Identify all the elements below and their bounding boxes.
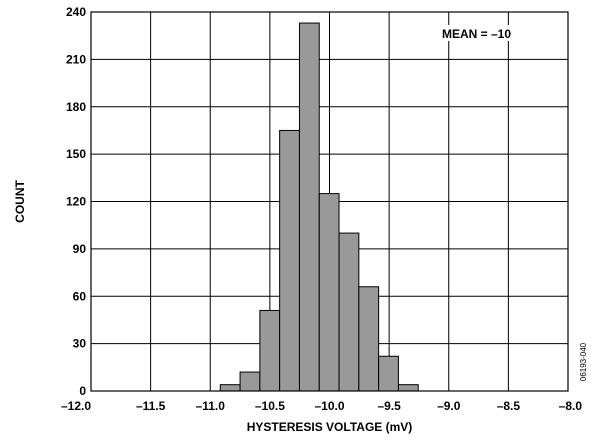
histogram-bar-6 — [338, 232, 360, 392]
x-tick-label: –9.5 — [377, 399, 401, 413]
x-tick-label: –8.5 — [497, 399, 521, 413]
y-tick-label: 150 — [66, 147, 86, 161]
histogram-bar-7 — [358, 286, 380, 392]
x-tick-label: –11.5 — [136, 399, 166, 413]
x-tick-label: –10.0 — [314, 399, 344, 413]
x-tick-label: –10.5 — [255, 399, 285, 413]
x-axis-label: HYSTERESIS VOLTAGE (mV) — [247, 420, 413, 434]
y-tick-label: 120 — [66, 195, 86, 209]
y-axis-label: COUNT — [13, 180, 27, 223]
y-tick-label: 0 — [79, 384, 86, 398]
plot-frame — [90, 11, 569, 392]
x-tick-labels: –12.0 –11.5 –11.0 –10.5 –10.0 –9.5 –9.0 –8.5 –8.… — [61, 399, 582, 413]
histogram-bar-3 — [279, 129, 300, 392]
histogram-bar-4 — [298, 22, 320, 392]
y-tick-label: 60 — [73, 289, 87, 303]
x-tick-label: –12.0 — [61, 399, 91, 413]
histogram-bar-9 — [397, 384, 419, 392]
histogram-bar-8 — [378, 355, 399, 392]
y-tick-label: 210 — [66, 52, 86, 66]
x-tick-label: –8.0 — [559, 399, 583, 413]
y-tick-label: 30 — [73, 337, 87, 351]
annotation-box — [438, 25, 518, 41]
x-tick-label: –9.0 — [437, 399, 461, 413]
mean-annotation: MEAN = –10 — [442, 27, 511, 41]
histogram-bar-2 — [259, 309, 281, 392]
figure-id: 06193-040 — [579, 342, 588, 381]
x-tick-label: –11.0 — [196, 399, 226, 413]
histogram-bar-1 — [239, 371, 261, 392]
y-tick-label: 180 — [66, 100, 86, 114]
histogram-bar-5 — [318, 193, 340, 392]
y-tick-labels: 0 30 60 90 120 150 180 210 240 — [66, 5, 86, 398]
y-tick-label: 240 — [66, 5, 86, 19]
histogram-bar-0 — [219, 384, 241, 392]
bar-layer — [219, 22, 419, 392]
y-tick-label: 90 — [73, 242, 87, 256]
